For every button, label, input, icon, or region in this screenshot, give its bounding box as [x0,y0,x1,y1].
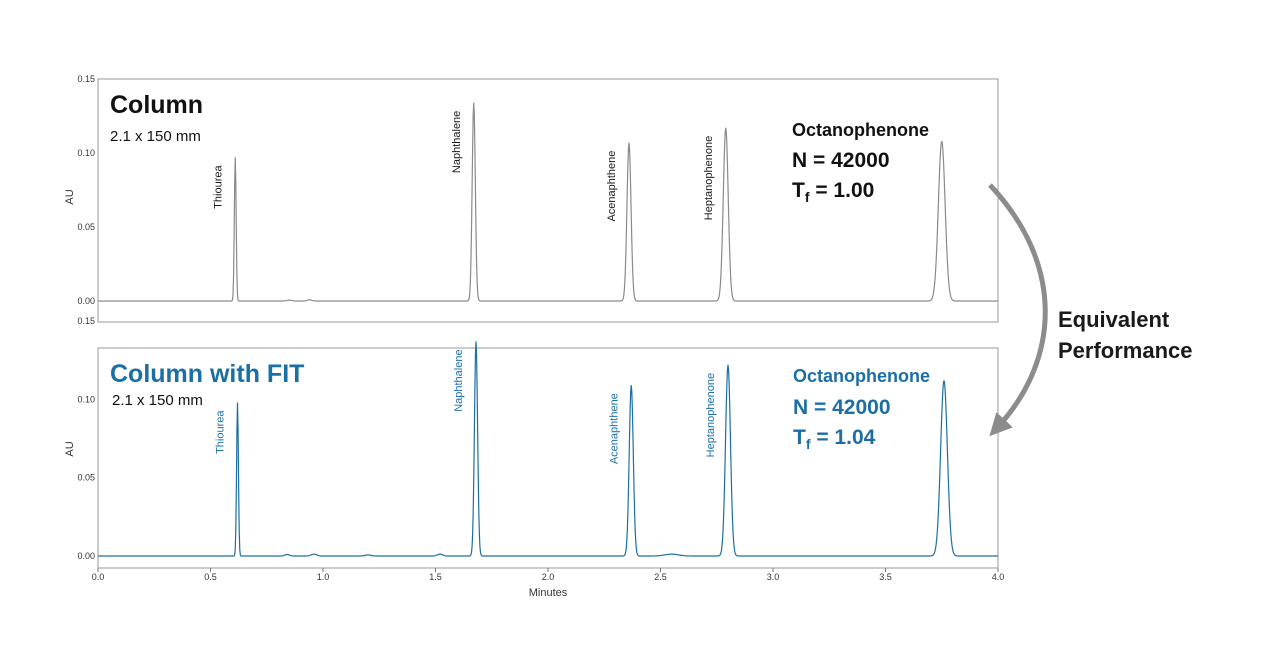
panel-top-yticks: 0.00 0.05 0.10 0.15 [77,74,95,306]
panel-bottom-tf-value: = 1.04 [811,426,876,449]
curved-arrow-icon [988,183,1048,437]
panel-top-peak-labels: Thiourea Naphthalene Acenaphthene Heptanoph… [212,111,715,222]
panel-bottom-tf-subscript: f [806,436,811,452]
panel-top-annotation-n: N = 42000 [792,149,890,172]
panel-bottom-trace [98,341,998,557]
x-tick-label: 0.0 [92,572,105,582]
peak-label: Heptanophenone [703,136,715,220]
side-note-line2: Performance [1058,338,1193,363]
peak-label: Acenaphthene [606,151,618,222]
panel-top-subtitle: 2.1 x 150 mm [110,128,201,145]
panel-bottom-peak-labels: Thiourea Naphthalene Acenaphthene Heptanoph… [215,349,718,464]
y-tick-label: 0.05 [77,473,95,483]
x-tick-label: 1.0 [317,572,330,582]
x-tick-label: 2.5 [654,572,667,582]
y-tick-label: 0.15 [77,316,95,326]
panel-top-tf-subscript: f [805,189,810,205]
y-tick-label: 0.10 [77,394,95,404]
panel-top-ylabel: AU [64,189,76,204]
panel-bottom-subtitle: 2.1 x 150 mm [112,392,203,409]
panel-bottom-annotation-n: N = 42000 [793,396,891,419]
x-tick-label: 2.0 [542,572,555,582]
panel-bottom-tf-letter: T [793,426,806,449]
panel-bottom-title: Column with FIT [110,360,304,388]
side-note: Equivalent Performance [988,183,1193,437]
peak-label: Acenaphthene [608,393,620,464]
y-tick-label: 0.05 [77,222,95,232]
panel-bottom-xticks: 0.0 0.5 1.0 1.5 2.0 2.5 3.0 3.5 4.0 [92,568,1005,582]
peak-label: Naphthalene [451,111,463,173]
panel-top-title: Column [110,91,203,119]
panel-top-tf-value: = 1.00 [810,179,875,202]
side-note-line1: Equivalent [1058,307,1170,332]
panel-bottom-annotation-name: Octanophenone [793,366,930,386]
peak-label: Thiourea [212,165,224,209]
x-tick-label: 3.5 [879,572,892,582]
panel-bottom: 0.00 0.05 0.10 0.15 0.0 0.5 1.0 1.5 2.0 2.5 3.0 3.… [64,316,1004,599]
y-tick-label: 0.00 [77,296,95,306]
x-tick-label: 3.0 [767,572,780,582]
y-tick-label: 0.00 [77,551,95,561]
panel-bottom-yticks: 0.00 0.05 0.10 0.15 [77,316,95,561]
y-tick-label: 0.10 [77,148,95,158]
peak-label: Naphthalene [453,349,465,411]
panel-top-frame [97,78,999,323]
panel-top-tf-letter: T [792,179,805,202]
panel-top-annotation-name: Octanophenone [792,120,929,140]
peak-label: Thiourea [215,410,227,454]
panel-top: 0.00 0.05 0.10 0.15 AU Thiourea Naphthalene A… [64,74,999,323]
panel-top-trace [98,102,998,302]
x-tick-label: 0.5 [204,572,217,582]
x-tick-label: 1.5 [429,572,442,582]
panel-top-annotation-tf: Tf = 1.00 [792,179,874,205]
peak-label: Heptanophenone [705,373,717,457]
x-tick-label: 4.0 [992,572,1005,582]
panel-bottom-ylabel: AU [64,441,76,456]
panel-bottom-annotation-tf: Tf = 1.04 [793,426,876,452]
panel-bottom-xlabel: Minutes [529,587,568,599]
y-tick-label: 0.15 [77,74,95,84]
